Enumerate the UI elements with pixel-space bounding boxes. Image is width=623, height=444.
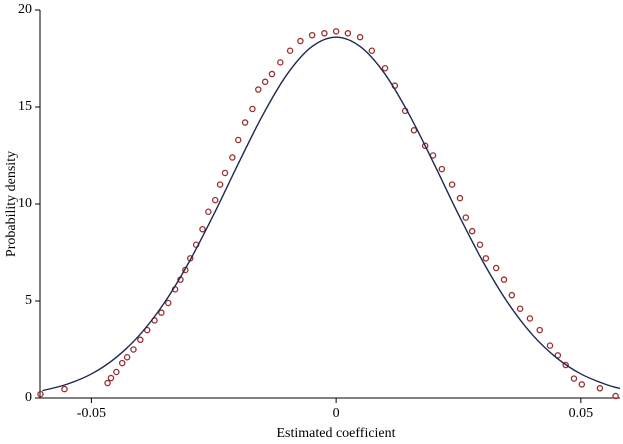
y-tick-label: 20 [18,2,32,17]
data-point [241,119,249,126]
y-tick-label: 0 [25,390,32,405]
y-tick-label: 5 [25,293,32,308]
data-point [356,33,364,41]
x-tick-label: 0.05 [569,406,594,421]
data-point [508,291,516,299]
density-curve [42,36,621,392]
data-point [268,70,276,78]
data-point [107,374,115,382]
data-point [562,361,569,369]
data-point [216,181,224,188]
data-point [286,47,294,54]
data-point [492,264,500,272]
data-point [297,37,304,45]
data-point [37,390,44,398]
y-tick-label: 10 [18,196,32,211]
data-point [476,241,484,248]
data-point [137,336,144,344]
data-point [113,368,120,376]
y-tick-label: 15 [18,99,32,114]
data-point [578,381,586,388]
data-point [158,309,165,316]
data-point [261,78,269,86]
data-point [536,326,543,334]
data-point [234,136,242,144]
x-tick-label: 0 [333,406,340,421]
data-point [277,59,284,66]
data-point [410,127,418,134]
data-point [500,276,508,283]
data-point [229,154,236,161]
data-point [516,305,524,313]
data-point [438,165,446,173]
data-point [554,352,562,359]
data-point [308,31,316,39]
y-axis-label: Probability density [4,151,19,257]
data-point [118,359,126,367]
data-point [596,385,604,392]
data-point [221,169,229,177]
data-point [462,214,470,221]
data-point [130,346,137,353]
data-point [211,196,219,204]
x-tick-label: -0.05 [77,406,106,421]
data-point [368,47,376,54]
data-point [612,392,619,400]
data-point [123,354,131,361]
data-point [249,105,256,113]
data-point [546,342,554,349]
data-point [526,315,534,322]
data-point [448,181,456,188]
data-point [321,30,328,37]
x-axis-label: Estimated coefficient [276,426,395,441]
data-point [421,142,429,150]
data-point [482,255,490,262]
data-point [381,64,389,72]
data-point [344,30,352,37]
data-point [570,375,578,382]
data-point [104,379,111,387]
data-point [468,227,476,235]
data-point [332,28,340,35]
data-point [456,194,464,202]
data-point [205,208,212,216]
data-point [164,299,172,307]
data-point [199,225,206,233]
data-point [255,86,262,93]
data-point [61,385,68,393]
